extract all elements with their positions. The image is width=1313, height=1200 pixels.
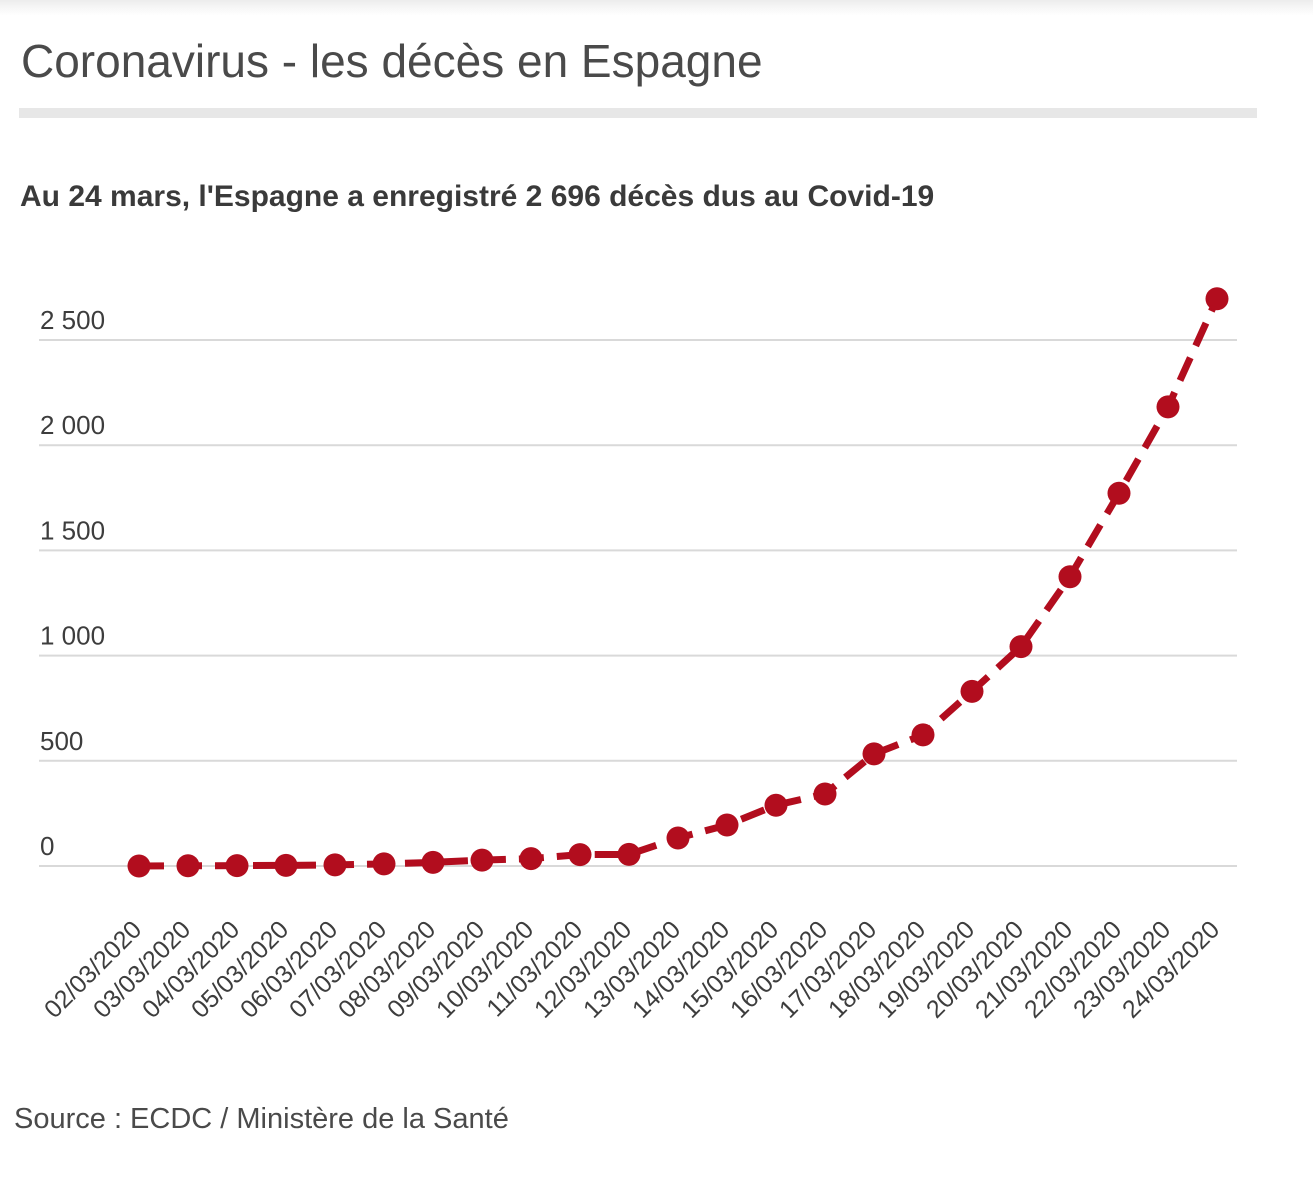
data-point[interactable] <box>1058 565 1082 589</box>
data-point[interactable] <box>519 847 543 871</box>
y-axis-label: 2 500 <box>40 305 105 335</box>
data-point[interactable] <box>323 853 347 877</box>
data-point[interactable] <box>1009 635 1033 659</box>
page-title: Coronavirus - les décès en Espagne <box>21 35 763 87</box>
data-point[interactable] <box>911 723 935 747</box>
y-axis-label: 0 <box>40 831 54 861</box>
data-point[interactable] <box>764 793 788 817</box>
y-axis-label: 500 <box>40 726 83 756</box>
data-point[interactable] <box>862 742 886 766</box>
data-point[interactable] <box>568 843 592 867</box>
data-point[interactable] <box>225 854 249 878</box>
chart-subtitle: Au 24 mars, l'Espagne a enregistré 2 696… <box>20 180 935 213</box>
y-axis-label: 1 500 <box>40 515 105 545</box>
y-axis-label: 1 000 <box>40 621 105 651</box>
data-point[interactable] <box>372 852 396 876</box>
data-point[interactable] <box>1107 481 1131 505</box>
data-point[interactable] <box>715 813 739 837</box>
data-line <box>138 297 1221 870</box>
data-point[interactable] <box>274 853 298 877</box>
data-point[interactable] <box>1156 395 1180 419</box>
data-point[interactable] <box>127 854 151 878</box>
data-point[interactable] <box>617 842 641 866</box>
data-point[interactable] <box>813 782 837 806</box>
y-axis-label: 2 000 <box>40 410 105 440</box>
title-divider <box>19 108 1257 118</box>
data-point[interactable] <box>960 679 984 703</box>
source-note: Source : ECDC / Ministère de la Santé <box>14 1103 509 1135</box>
data-point[interactable] <box>666 826 690 850</box>
data-point[interactable] <box>470 848 494 872</box>
data-point[interactable] <box>176 854 200 878</box>
top-gradient <box>0 0 1313 16</box>
data-point[interactable] <box>421 850 445 874</box>
data-point[interactable] <box>1205 287 1229 311</box>
